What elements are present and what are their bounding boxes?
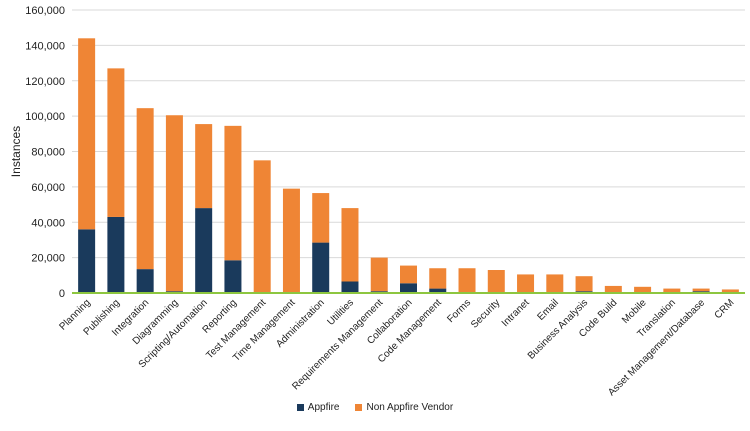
bar-segment-non-appfire-vendor (224, 125, 242, 261)
bar-segment-non-appfire-vendor (604, 285, 622, 293)
bar-segment-appfire (312, 242, 330, 293)
x-tick-label: Security (469, 297, 502, 330)
bar-segment-non-appfire-vendor (429, 268, 447, 289)
bar-segment-non-appfire-vendor (692, 288, 710, 292)
bars (78, 38, 739, 293)
legend: Appfire Non Appfire Vendor (0, 402, 750, 414)
bar-segment-appfire (107, 216, 125, 293)
y-axis-label: Instances (9, 126, 23, 177)
bar-segment-appfire (400, 283, 417, 293)
x-tick-label: CRM (713, 297, 737, 321)
bar-segment-non-appfire-vendor (400, 265, 417, 284)
y-tick-label: 80,000 (31, 147, 65, 159)
bar-segment-non-appfire-vendor (341, 208, 359, 282)
bar-segment-non-appfire-vendor (136, 108, 154, 270)
bar-segment-non-appfire-vendor (458, 268, 476, 293)
x-tick-label: Forms (445, 297, 473, 325)
legend-label: Appfire (307, 402, 340, 413)
y-tick-label: 140,000 (25, 40, 65, 52)
bar-segment-non-appfire-vendor (517, 274, 535, 293)
stacked-bar-chart: 0 20,000 40,000 60,000 80,000 100,000 120,000 1… (9, 5, 745, 398)
bar-segment-appfire (78, 229, 96, 293)
y-tick-label: 160,000 (25, 5, 65, 17)
gridlines (72, 9, 745, 259)
bar-segment-non-appfire-vendor (195, 124, 213, 209)
y-tick-label: 20,000 (31, 253, 65, 265)
bar-segment-appfire (224, 260, 242, 293)
y-tick-label: 100,000 (25, 111, 65, 123)
bar-segment-non-appfire-vendor (253, 160, 271, 293)
x-tick-label: Intranet (500, 297, 532, 329)
legend-swatch (296, 404, 304, 411)
bar-segment-non-appfire-vendor (282, 188, 300, 293)
legend-swatch (355, 404, 363, 411)
x-axis-ticks: PlanningPublishingIntegrationDiagramming… (57, 297, 736, 398)
y-tick-label: 120,000 (25, 76, 65, 88)
bar-segment-non-appfire-vendor (165, 115, 183, 292)
bar-segment-non-appfire-vendor (575, 276, 593, 292)
bar-segment-appfire (136, 269, 154, 293)
bar-segment-non-appfire-vendor (370, 257, 388, 292)
y-tick-label: 0 (59, 288, 65, 300)
bar-segment-non-appfire-vendor (634, 286, 652, 293)
bar-segment-non-appfire-vendor (312, 193, 330, 243)
bar-segment-non-appfire-vendor (78, 38, 96, 230)
bar-segment-non-appfire-vendor (546, 274, 564, 293)
x-tick-label: Email (535, 297, 560, 322)
bar-segment-appfire (341, 281, 359, 293)
bar-segment-appfire (429, 288, 447, 293)
bar-segment-appfire (195, 208, 213, 293)
legend-item-appfire: Appfire (296, 402, 340, 413)
y-tick-label: 40,000 (31, 217, 65, 229)
legend-label: Non Appfire Vendor (366, 402, 454, 413)
bar-segment-non-appfire-vendor (487, 270, 505, 293)
bar-segment-non-appfire-vendor (721, 289, 739, 293)
y-axis-ticks: 0 20,000 40,000 60,000 80,000 100,000 120,000 1… (25, 5, 65, 300)
legend-item-non-appfire-vendor: Non Appfire Vendor (355, 402, 453, 413)
bar-segment-non-appfire-vendor (107, 68, 125, 217)
y-tick-label: 60,000 (31, 182, 65, 194)
bar-segment-non-appfire-vendor (663, 288, 681, 293)
